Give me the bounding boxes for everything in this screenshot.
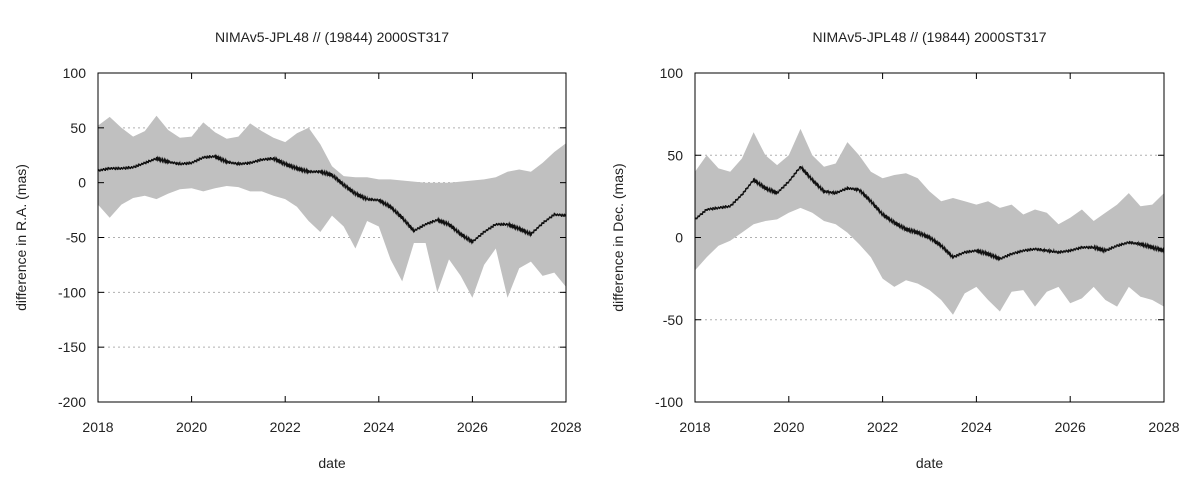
y-tick-label: -200 <box>58 394 86 410</box>
x-tick-label: 2020 <box>176 419 207 435</box>
y-axis-label: difference in Dec. (mas) <box>610 163 626 311</box>
x-tick-label: 2026 <box>1055 419 1086 435</box>
y-tick-label: 100 <box>660 65 684 81</box>
x-axis-label: date <box>916 455 943 471</box>
chart-title: NIMAv5-JPL48 // (19844) 2000ST317 <box>813 29 1047 45</box>
difference-line <box>694 165 1165 262</box>
x-tick-label: 2022 <box>867 419 898 435</box>
x-tick-label: 2026 <box>457 419 488 435</box>
y-tick-label: 100 <box>63 65 87 81</box>
y-tick-label: 0 <box>675 230 683 246</box>
y-tick-label: 50 <box>667 147 683 163</box>
difference-line <box>97 153 567 245</box>
x-axis-label: date <box>318 455 345 471</box>
y-tick-label: 50 <box>70 120 86 136</box>
y-tick-label: -100 <box>655 394 683 410</box>
x-tick-label: 2028 <box>550 419 581 435</box>
y-tick-label: -150 <box>58 339 86 355</box>
y-tick-label: -100 <box>58 284 86 300</box>
x-tick-label: 2018 <box>679 419 710 435</box>
y-axis-label: difference in R.A. (mas) <box>13 164 29 311</box>
dec-difference-chart: NIMAv5-JPL48 // (19844) 2000ST317 -100 -50… <box>610 29 1180 471</box>
x-tick-label: 2024 <box>363 419 394 435</box>
x-tick-label: 2022 <box>270 419 301 435</box>
chart-title: NIMAv5-JPL48 // (19844) 2000ST317 <box>215 29 449 45</box>
x-tick-label: 2028 <box>1148 419 1179 435</box>
y-tick-label: -50 <box>66 230 86 246</box>
ra-difference-chart: NIMAv5-JPL48 // (19844) 2000ST317 -200 -15… <box>13 29 582 471</box>
x-tick-label: 2020 <box>773 419 804 435</box>
y-tick-label: -50 <box>663 312 683 328</box>
x-tick-label: 2018 <box>82 419 113 435</box>
y-tick-label: 0 <box>78 175 86 191</box>
uncertainty-band <box>98 115 566 298</box>
x-tick-label: 2024 <box>961 419 992 435</box>
uncertainty-band <box>695 128 1164 315</box>
